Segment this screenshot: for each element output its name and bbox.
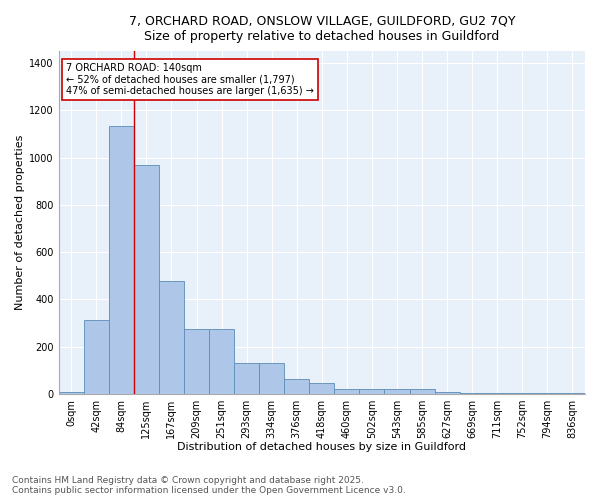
- Bar: [134, 165, 159, 394]
- Bar: [385, 389, 410, 394]
- Bar: [434, 392, 460, 394]
- Bar: [159, 280, 184, 394]
- Text: Contains HM Land Registry data © Crown copyright and database right 2025.
Contai: Contains HM Land Registry data © Crown c…: [12, 476, 406, 495]
- Bar: [460, 393, 485, 394]
- Bar: [410, 389, 434, 394]
- Y-axis label: Number of detached properties: Number of detached properties: [15, 135, 25, 310]
- Bar: [309, 382, 334, 394]
- Bar: [109, 126, 134, 394]
- Bar: [535, 393, 560, 394]
- Bar: [184, 329, 209, 394]
- Title: 7, ORCHARD ROAD, ONSLOW VILLAGE, GUILDFORD, GU2 7QY
Size of property relative to: 7, ORCHARD ROAD, ONSLOW VILLAGE, GUILDFO…: [128, 15, 515, 43]
- Bar: [259, 364, 284, 394]
- Bar: [284, 378, 309, 394]
- Bar: [234, 364, 259, 394]
- Bar: [84, 320, 109, 394]
- Bar: [560, 393, 585, 394]
- X-axis label: Distribution of detached houses by size in Guildford: Distribution of detached houses by size …: [178, 442, 466, 452]
- Bar: [334, 389, 359, 394]
- Bar: [59, 392, 84, 394]
- Bar: [510, 393, 535, 394]
- Bar: [485, 393, 510, 394]
- Bar: [209, 329, 234, 394]
- Text: 7 ORCHARD ROAD: 140sqm
← 52% of detached houses are smaller (1,797)
47% of semi-: 7 ORCHARD ROAD: 140sqm ← 52% of detached…: [66, 63, 314, 96]
- Bar: [359, 389, 385, 394]
